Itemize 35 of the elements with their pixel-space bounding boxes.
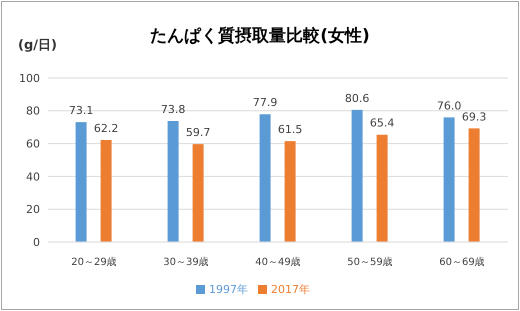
x-tick-label: 50～59歳 <box>347 256 393 268</box>
data-label: 80.6 <box>344 92 370 105</box>
bar <box>76 122 87 242</box>
y-tick-label: 40 <box>26 170 40 184</box>
data-label: 73.8 <box>160 102 186 116</box>
legend-label: 2017年 <box>271 283 310 296</box>
y-tick-label: 80 <box>26 104 40 118</box>
bar <box>284 141 296 242</box>
x-tick-label: 30～39歳 <box>163 256 209 268</box>
bar <box>376 134 388 242</box>
bar <box>468 128 480 242</box>
bar <box>192 144 204 242</box>
chart-title: たんぱく質摂取量比較(女性) <box>150 26 370 46</box>
y-tick-label: 60 <box>26 138 40 151</box>
bar <box>168 120 179 242</box>
y-tick-label: 20 <box>26 203 40 216</box>
data-label: 65.4 <box>370 116 394 130</box>
legend-label: 1997年 <box>209 283 248 296</box>
y-tick-label: 100 <box>19 72 40 85</box>
bar <box>444 117 455 242</box>
data-label: 62.2 <box>94 122 118 135</box>
x-tick-label: 60～69歳 <box>439 256 485 268</box>
data-label: 77.9 <box>252 96 278 110</box>
data-label: 59.7 <box>186 126 210 140</box>
y-tick-label: 0 <box>33 236 40 249</box>
bar <box>352 110 363 242</box>
x-tick-label: 40～49歳 <box>255 256 301 268</box>
data-label: 73.1 <box>68 104 94 118</box>
bar <box>100 140 112 242</box>
data-label: 69.3 <box>462 110 486 124</box>
x-tick-label: 20～29歳 <box>71 256 117 268</box>
data-label: 61.5 <box>278 123 302 136</box>
data-label: 76.0 <box>436 99 462 112</box>
bar <box>260 114 271 242</box>
y-axis-title: (g/日) <box>18 37 57 54</box>
